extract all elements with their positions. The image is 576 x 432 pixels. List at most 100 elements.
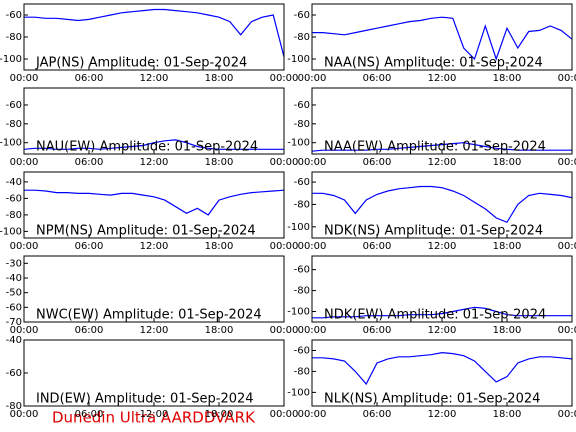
y-tick-label: -50 (6, 288, 22, 299)
y-tick-label: -100 (0, 138, 22, 149)
x-tick-label: 18:00 (493, 73, 522, 84)
y-tick-label: -60 (294, 177, 310, 188)
data-line (312, 306, 572, 319)
x-tick-label: 06:00 (363, 409, 392, 420)
x-tick-label: 12:00 (140, 325, 169, 336)
x-tick-label: 18:00 (205, 157, 234, 168)
x-tick-label: 06:00 (363, 241, 392, 252)
y-tick-label: -60 (294, 345, 310, 356)
data-line (24, 189, 285, 216)
y-tick-label: -60 (6, 100, 22, 111)
x-tick-label: 06:00 (363, 73, 392, 84)
data-line (24, 8, 285, 57)
y-tick-label: -60 (294, 10, 310, 21)
y-tick-label: -100 (0, 54, 22, 65)
y-tick-label: -60 (6, 193, 22, 204)
x-tick-label: 06:00 (75, 157, 104, 168)
x-tick-label: 00:00 (270, 241, 299, 252)
x-tick-label: 18:00 (205, 409, 234, 420)
x-tick-label: 00:00 (270, 325, 299, 336)
data-line (312, 351, 573, 386)
x-tick-label: 00:00 (10, 409, 39, 420)
x-tick-label: 12:00 (140, 241, 169, 252)
data-line (23, 139, 284, 150)
x-tick-label: 18:00 (493, 157, 522, 168)
x-tick-label: 06:00 (363, 157, 392, 168)
panel-title: NPM(NS) Amplitude: 01-Sep-2024 (36, 224, 256, 239)
panel-title: NAA(NS) Amplitude: 01-Sep-2024 (324, 56, 543, 71)
y-tick-label: -60 (6, 368, 22, 379)
x-tick-label: 00:00 (298, 157, 327, 168)
x-tick-label: 06:00 (363, 325, 392, 336)
y-tick-label: -80 (294, 199, 310, 210)
x-tick-label: 00:00 (10, 157, 39, 168)
y-tick-label: -100 (287, 307, 310, 318)
x-tick-label: 12:00 (428, 73, 457, 84)
y-tick-label: -60 (6, 302, 22, 313)
y-tick-label: -60 (294, 265, 310, 276)
x-tick-label: 00:00 (298, 325, 327, 336)
x-tick-label: 12:00 (140, 409, 169, 420)
x-tick-label: 06:00 (75, 409, 104, 420)
panel-title: NAA(EW) Amplitude: 01-Sep-2024 (324, 140, 546, 155)
x-tick-label: 18:00 (205, 241, 234, 252)
panel-title: JAP(NS) Amplitude: 01-Sep-2024 (35, 56, 247, 71)
x-tick-label: 12:00 (428, 409, 457, 420)
x-tick-label: 00:00 (270, 409, 299, 420)
y-tick-label: -30 (6, 258, 22, 269)
footer: Dunedin Ultra AARDDVARK (52, 409, 256, 427)
y-tick-label: -100 (287, 222, 310, 233)
x-tick-label: 00:00 (298, 241, 327, 252)
x-tick-label: 00:00 (558, 241, 576, 252)
y-tick-label: -80 (6, 119, 22, 130)
x-tick-label: 06:00 (75, 241, 104, 252)
x-tick-label: 00:00 (10, 325, 39, 336)
y-tick-label: -40 (6, 177, 22, 188)
x-tick-label: 00:00 (558, 73, 576, 84)
x-tick-label: 12:00 (140, 157, 169, 168)
x-tick-label: 12:00 (428, 157, 457, 168)
x-tick-label: 00:00 (270, 73, 299, 84)
x-tick-label: 12:00 (428, 241, 457, 252)
y-tick-label: -80 (6, 32, 22, 43)
data-line (312, 16, 573, 61)
y-tick-label: -80 (6, 401, 22, 412)
y-tick-label: -80 (294, 119, 310, 130)
y-tick-label: -40 (6, 273, 22, 284)
x-tick-label: 00:00 (270, 157, 299, 168)
y-tick-label: -60 (6, 10, 22, 21)
x-tick-label: 00:00 (10, 241, 39, 252)
x-tick-label: 18:00 (493, 241, 522, 252)
x-tick-label: 06:00 (75, 325, 104, 336)
y-tick-label: -80 (294, 286, 310, 297)
data-line (311, 142, 572, 152)
y-tick-label: -40 (6, 335, 22, 346)
x-tick-label: 06:00 (75, 73, 104, 84)
x-tick-label: 18:00 (493, 325, 522, 336)
y-tick-label: -80 (294, 32, 310, 43)
y-tick-label: -60 (294, 100, 310, 111)
x-tick-label: 12:00 (140, 73, 169, 84)
panel-title: NWC(EW) Amplitude: 01-Sep-2024 (36, 308, 262, 323)
y-tick-label: -80 (294, 366, 310, 377)
y-tick-label: -100 (287, 387, 310, 398)
panel-title: NAU(EW) Amplitude: 01-Sep-2024 (36, 140, 258, 155)
y-tick-label: -100 (0, 226, 22, 237)
x-tick-label: 00:00 (298, 409, 327, 420)
x-tick-label: 00:00 (10, 73, 39, 84)
y-tick-label: -100 (287, 54, 310, 65)
panel-title: NLK(NS) Amplitude: 01-Sep-2024 (324, 392, 540, 407)
y-tick-label: -100 (287, 138, 310, 149)
x-tick-label: 18:00 (493, 409, 522, 420)
x-tick-label: 18:00 (205, 325, 234, 336)
panel-title: NDK(EW) Amplitude: 01-Sep-2024 (324, 308, 546, 323)
x-tick-label: 00:00 (298, 73, 327, 84)
x-tick-label: 00:00 (558, 157, 576, 168)
panel-title: IND(EW) Amplitude: 01-Sep-2024 (36, 392, 254, 407)
x-tick-label: 00:00 (558, 325, 576, 336)
x-tick-label: 00:00 (558, 409, 576, 420)
x-tick-label: 12:00 (428, 325, 457, 336)
panel-title: NDK(NS) Amplitude: 01-Sep-2024 (324, 224, 543, 239)
x-tick-label: 18:00 (205, 73, 234, 84)
